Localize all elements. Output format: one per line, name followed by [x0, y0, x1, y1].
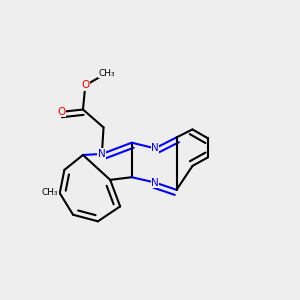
- Text: N: N: [151, 178, 159, 188]
- Text: CH₃: CH₃: [99, 68, 115, 77]
- Text: N: N: [151, 143, 159, 153]
- Text: O: O: [57, 107, 65, 117]
- Text: CH₃: CH₃: [41, 188, 58, 197]
- Text: N: N: [98, 149, 106, 159]
- Text: O: O: [81, 80, 89, 90]
